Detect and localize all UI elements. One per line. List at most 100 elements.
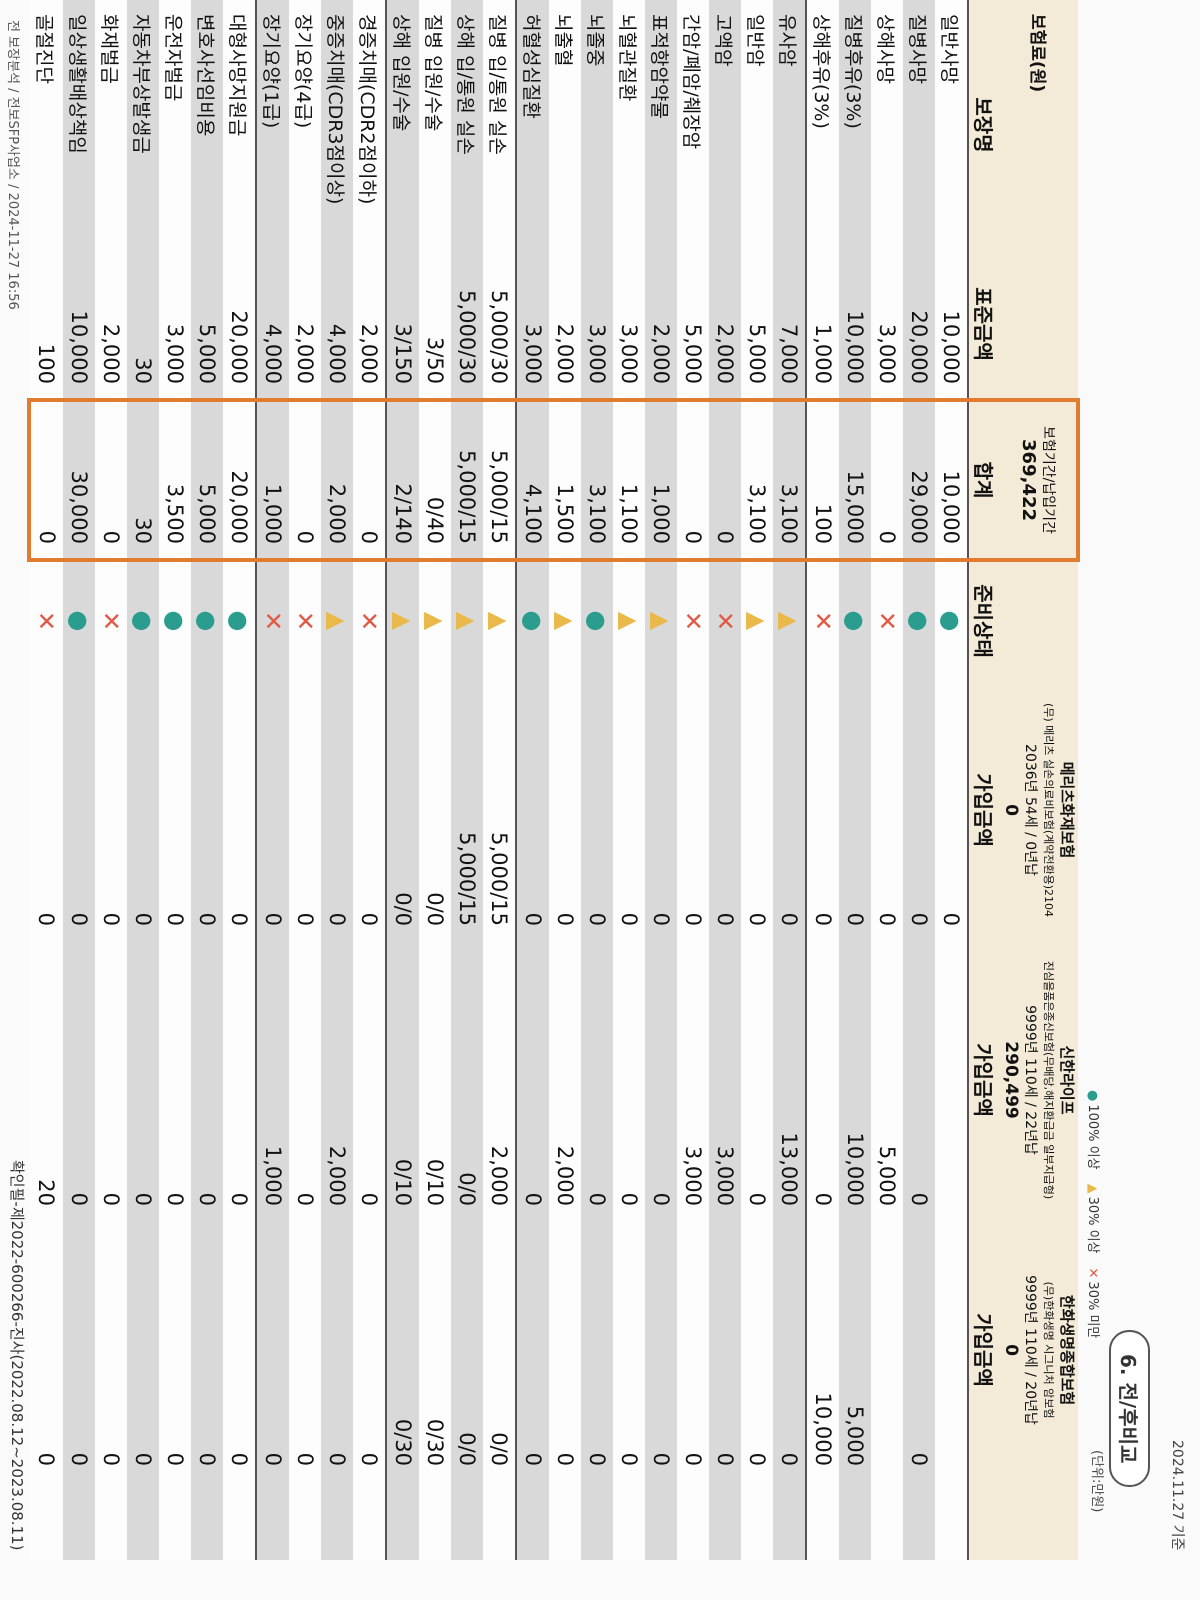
product-amount: 0 (191, 940, 223, 1221)
coverage-row: 질병사망 20,000 29,000 ● 0 0 0 (903, 0, 935, 1561)
coverage-label: 뇌출혈 (549, 0, 581, 250)
coverage-label: 운전자벌금 (159, 0, 191, 250)
product-amount: 0 (709, 680, 741, 941)
total-amount: 0 (677, 400, 709, 561)
standard-amount: 3,000 (159, 250, 191, 401)
product-amount: 0 (256, 680, 289, 941)
standard-amount: 3,000 (516, 250, 549, 401)
total-header: 합계 (968, 400, 1001, 561)
coverage-row: 중증치매(CDR3점이상) 4,000 2,000 ▲ 0 2,000 0 (321, 0, 353, 1561)
coverage-row: 뇌졸중 3,000 3,100 ● 0 0 0 (581, 0, 613, 1561)
status: ● (127, 560, 159, 681)
product-amount: 0 (353, 940, 386, 1221)
section-badge: 6. 전/후비교 (1109, 1330, 1150, 1488)
empty-cell (677, 1480, 709, 1561)
standard-amount: 3,000 (871, 250, 903, 401)
product-amount: 0 (677, 680, 709, 941)
product-amount: 0/0 (451, 940, 483, 1221)
product-amount: 0 (159, 940, 191, 1221)
product-amount: 0 (95, 940, 127, 1221)
standard-amount: 2,000 (549, 250, 581, 401)
product-amount: 10,000 (806, 1220, 839, 1481)
product-amount: 0 (223, 680, 256, 941)
standard-amount: 7,000 (773, 250, 806, 401)
coverage-label: 허혈성심질환 (516, 0, 549, 250)
product-amount: 10,000 (839, 940, 871, 1221)
product-amount: 0 (321, 1220, 353, 1481)
unit: (단위:만원) (1089, 1450, 1104, 1513)
product-amount: 0/10 (419, 940, 451, 1221)
product-amount: 2,000 (549, 940, 581, 1221)
product-amount: 0 (127, 940, 159, 1221)
empty-cell (353, 1480, 386, 1561)
coverage-label: 유사암 (773, 0, 806, 250)
status: ● (581, 560, 613, 681)
premium-total-cell: 보험기간/납입기간 369,422 (1001, 400, 1078, 561)
product-name: (무)한화생명 시그니처 암보험 (1042, 1281, 1055, 1419)
amount-header: 가입금액 (968, 1220, 1001, 1481)
empty-cell (29, 1480, 63, 1561)
product-amount: 0/0 (483, 1220, 516, 1481)
standard-amount: 20,000 (223, 250, 256, 401)
standard-amount: 5,000 (741, 250, 773, 401)
total-amount: 1,000 (645, 400, 677, 561)
standard-amount: 3,000 (581, 250, 613, 401)
coverage-row: 상해 입/통원 실손 5,000/30 5,000/15 ▲ 5,000/15 0/0 0/… (451, 0, 483, 1561)
coverage-row: 운전자벌금 3,000 3,500 ● 0 0 0 (159, 0, 191, 1561)
product-amount: 0/0 (451, 1220, 483, 1481)
status: ✕ (709, 560, 741, 681)
coverage-row: 골절진단 100 0 ✕ 0 20 0 (29, 0, 63, 1561)
standard-amount: 2,000 (95, 250, 127, 401)
coverage-label: 뇌졸중 (581, 0, 613, 250)
coverage-label: 장기요양(1급) (256, 0, 289, 250)
empty-cell (871, 1480, 903, 1561)
total-amount: 10,000 (935, 400, 968, 561)
empty-cell (63, 1480, 95, 1561)
product-amount: 20 (29, 940, 63, 1221)
period-label: 보험기간/납입기간 (1040, 426, 1056, 534)
standard-amount: 2,000 (709, 250, 741, 401)
product-amount: 0 (127, 1220, 159, 1481)
product-amount: 0 (223, 1220, 256, 1481)
product-amount: 0 (581, 1220, 613, 1481)
standard-header: 표준금액 (968, 250, 1001, 401)
coverage-label: 질병후유(3%) (839, 0, 871, 250)
standard-amount: 4,000 (321, 250, 353, 401)
product-amount: 0 (903, 940, 935, 1221)
standard-amount: 2,000 (353, 250, 386, 401)
total-amount: 1,500 (549, 400, 581, 561)
product-amount: 0 (289, 940, 321, 1221)
coverage-row: 표적항암약물 2,000 1,000 ▲ 0 0 0 (645, 0, 677, 1561)
product-amount: 0 (63, 680, 95, 941)
product-amount: 0 (903, 1220, 935, 1481)
product-amount: 0 (741, 1220, 773, 1481)
product-amount: 5,000/15 (451, 680, 483, 941)
product-amount: 0 (353, 1220, 386, 1481)
period: 2036년 54세 / 0년납 (1022, 744, 1038, 876)
status: ▲ (483, 560, 516, 681)
empty-cell (191, 1480, 223, 1561)
standard-amount: 20,000 (903, 250, 935, 401)
coverage-label: 경증치매(CDR2점이하) (353, 0, 386, 250)
product-amount: 0 (839, 680, 871, 941)
total-amount: 1,000 (256, 400, 289, 561)
status: ▲ (321, 560, 353, 681)
coverage-label: 상해 입원/수술 (386, 0, 419, 250)
product-amount: 0 (191, 680, 223, 941)
legend-item: ✕ 30% 미만 (1085, 1268, 1104, 1339)
total-amount: 20,000 (223, 400, 256, 561)
status: ● (839, 560, 871, 681)
product-amount: 0 (613, 680, 645, 941)
coverage-label: 뇌혈관질환 (613, 0, 645, 250)
coverage-label: 변호사선임비용 (191, 0, 223, 250)
product-amount: 0 (549, 1220, 581, 1481)
coverage-label: 표적항암약물 (645, 0, 677, 250)
product-amount: 0 (709, 1220, 741, 1481)
empty-cell (806, 1480, 839, 1561)
header-row: 보험료(원) 보험기간/납입기간 369,422 메리츠화재보험 (무) 메리츠 실손의… (1001, 0, 1078, 1561)
premium: 0 (1001, 1344, 1021, 1356)
standard-amount: 2,000 (289, 250, 321, 401)
status: ✕ (29, 560, 63, 681)
product-amount: 0 (256, 1220, 289, 1481)
coverage-label: 간암/폐암/췌장암 (677, 0, 709, 250)
